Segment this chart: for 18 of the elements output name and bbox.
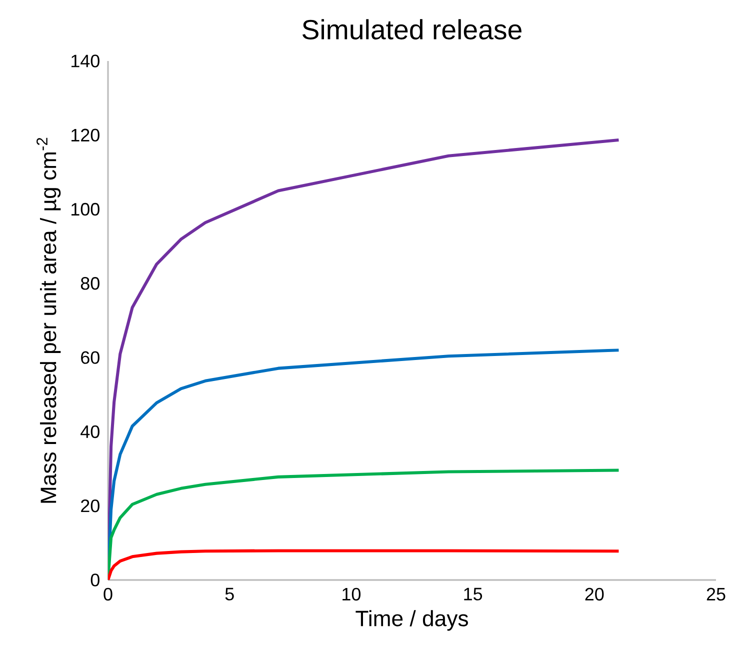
y-tick-label: 40 bbox=[80, 425, 100, 438]
chart-title: Simulated release bbox=[302, 19, 522, 40]
y-tick-label: 80 bbox=[80, 277, 100, 290]
x-tick-label: 25 bbox=[706, 588, 726, 601]
x-tick-label: 10 bbox=[342, 588, 361, 601]
y-tick-label: 140 bbox=[72, 54, 100, 68]
y-tick-label: 0 bbox=[90, 574, 100, 586]
x-tick-label: 20 bbox=[585, 588, 604, 601]
y-tick-label: 120 bbox=[72, 128, 100, 142]
y-tick-label: 60 bbox=[81, 351, 100, 364]
line-series bbox=[108, 549, 620, 580]
x-tick-label: 15 bbox=[464, 588, 482, 600]
y-tick-label: 20 bbox=[81, 499, 100, 512]
x-tick-label: 5 bbox=[225, 588, 234, 600]
y-axis-title: Mass released per unit area / µg cm$^{-2}$ bbox=[36, 138, 61, 503]
x-axis-title: Time / days bbox=[356, 610, 468, 631]
y-tick-label: 100 bbox=[72, 202, 100, 216]
x-tick-label: 0 bbox=[104, 588, 112, 601]
